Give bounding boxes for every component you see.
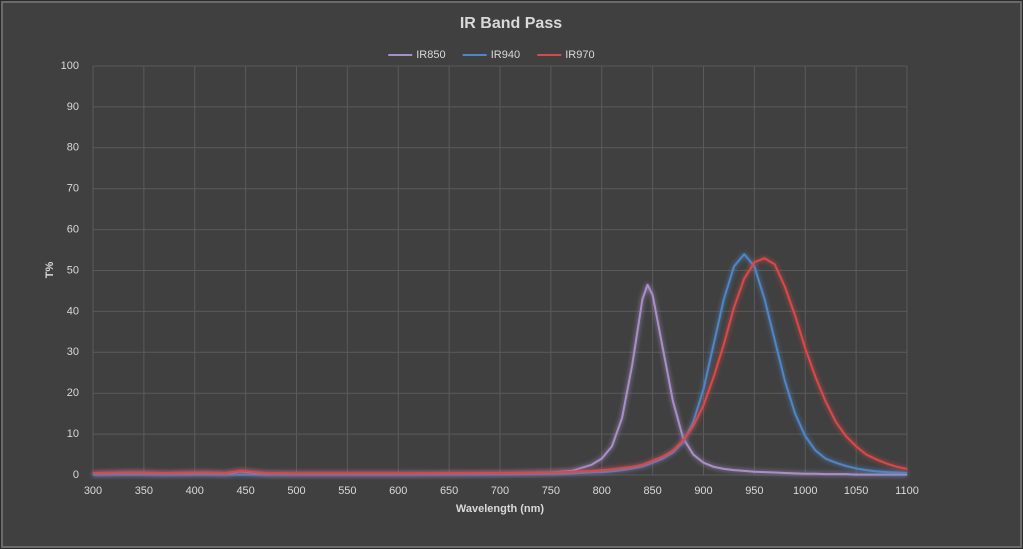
y-axis-label: T% <box>44 262 56 279</box>
y-tick-label: 30 <box>67 346 79 358</box>
x-tick-label: 550 <box>338 485 356 497</box>
grid: 0 10 20 30 40 50 60 70 80 90 100 300 350 400 450 500 550… <box>61 60 919 497</box>
x-tick-label: 750 <box>542 485 560 497</box>
x-tick-label: 1100 <box>895 485 919 497</box>
x-tick-label: 350 <box>135 485 153 497</box>
chart-title: IR Band Pass <box>460 15 562 32</box>
y-tick-label: 70 <box>67 183 79 195</box>
y-tick-label: 50 <box>67 264 79 276</box>
y-tick-label: 80 <box>67 142 79 154</box>
x-tick-label: 300 <box>84 485 102 497</box>
x-tick-label: 800 <box>593 485 611 497</box>
x-axis-label: Wavelength (nm) <box>456 503 545 515</box>
y-tick-label: 20 <box>67 387 79 399</box>
y-tick-label: 100 <box>61 60 79 72</box>
y-tick-label: 0 <box>73 469 79 481</box>
x-tick-label: 600 <box>389 485 407 497</box>
x-tick-label: 500 <box>287 485 305 497</box>
x-tick-label: 700 <box>491 485 509 497</box>
plot-area <box>92 253 908 476</box>
x-tick-label: 450 <box>236 485 254 497</box>
x-tick-label: 950 <box>745 485 763 497</box>
line-series <box>92 257 908 475</box>
x-tick-label: 400 <box>186 485 204 497</box>
y-tick-label: 10 <box>67 428 79 440</box>
y-tick-label: 40 <box>67 305 79 317</box>
legend-label: IR940 <box>491 49 520 61</box>
x-tick-label: 1050 <box>844 485 868 497</box>
x-tick-label: 900 <box>694 485 712 497</box>
legend-label: IR970 <box>565 49 594 61</box>
legend: IR850 IR940 IR970 <box>388 49 595 61</box>
y-tick-label: 90 <box>67 101 79 113</box>
x-tick-label: 650 <box>440 485 458 497</box>
line-series <box>93 253 908 476</box>
legend-label: IR850 <box>416 49 445 61</box>
x-tick-label: 850 <box>643 485 661 497</box>
y-tick-label: 60 <box>67 224 79 236</box>
x-tick-label: 1000 <box>793 485 817 497</box>
